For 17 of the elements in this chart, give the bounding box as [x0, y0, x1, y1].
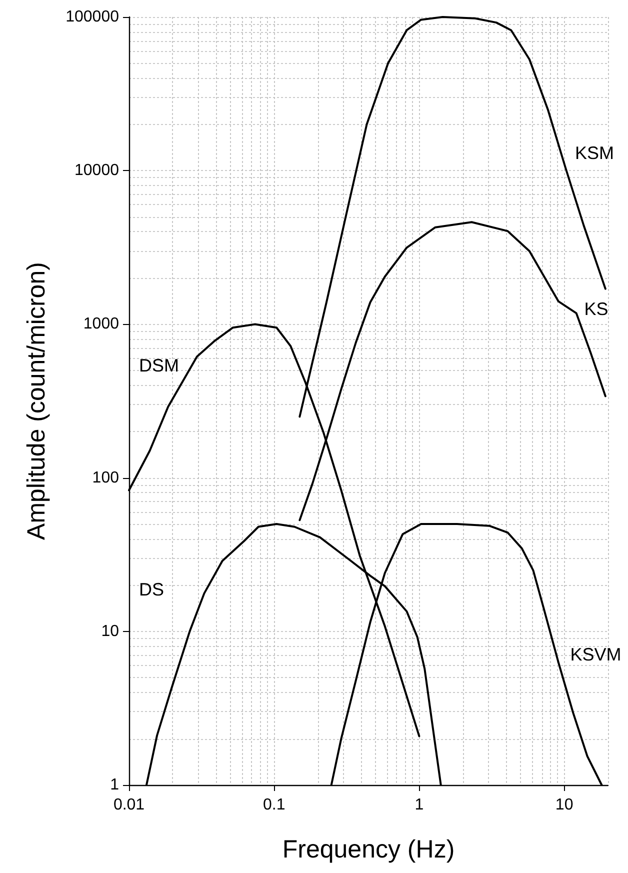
- x-tick-label: 10: [555, 796, 574, 814]
- x-tick-label: 1: [414, 796, 424, 814]
- y-tick-label: 1: [110, 776, 120, 794]
- series-label: DSM: [139, 356, 179, 376]
- y-tick-label: 100: [92, 469, 120, 486]
- x-tick-label: 0.01: [113, 796, 145, 814]
- x-tick-label: 0.1: [262, 796, 286, 814]
- series-label: DS: [139, 579, 164, 600]
- y-axis-title: Amplitude (count/micron): [22, 262, 50, 540]
- x-axis-title: Frequency (Hz): [282, 836, 455, 864]
- series-label: KSVM: [570, 644, 622, 665]
- series-label: KSM: [575, 142, 614, 163]
- y-tick-label: 10000: [74, 162, 120, 180]
- y-tick-label: 1000: [83, 316, 120, 333]
- y-tick-label: 10: [101, 622, 120, 640]
- series-label: KS: [584, 299, 608, 320]
- y-tick-label: 100000: [66, 8, 120, 26]
